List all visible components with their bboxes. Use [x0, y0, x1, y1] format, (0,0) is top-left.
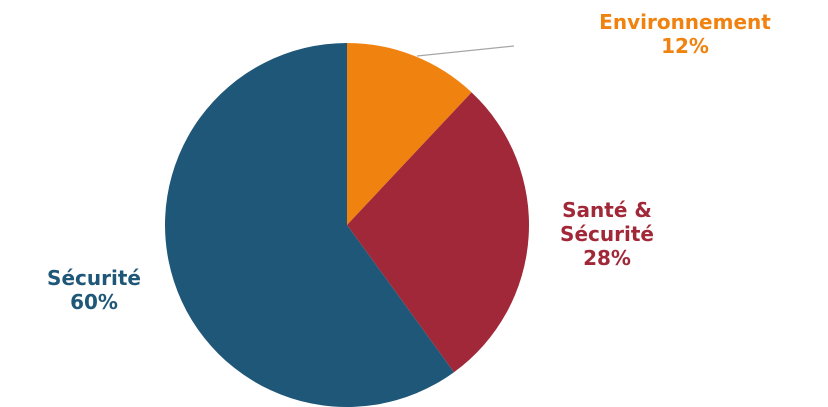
slice-label-sante-securite-value: 28% — [583, 246, 631, 270]
slice-label-securite-value: 60% — [70, 290, 118, 314]
slice-label-sante-securite-name-line2: Sécurité — [560, 222, 654, 246]
slice-label-sante-securite: Santé & Sécurité 28% — [542, 198, 672, 270]
environnement-leader-line — [416, 45, 515, 57]
pie-slice-sante-securite — [347, 92, 530, 373]
slice-label-securite-name: Sécurité — [47, 266, 141, 290]
slice-label-environnement: Environnement 12% — [562, 10, 808, 58]
slice-label-securite: Sécurité 60% — [24, 266, 164, 314]
slice-label-environnement-name: Environnement — [599, 10, 771, 34]
pie-slice-environnement — [347, 43, 472, 225]
pie-slices — [165, 43, 530, 407]
pie-slice-securite — [165, 43, 454, 407]
slice-label-environnement-value: 12% — [661, 34, 709, 58]
slice-label-sante-securite-name-line1: Santé & — [562, 198, 652, 222]
